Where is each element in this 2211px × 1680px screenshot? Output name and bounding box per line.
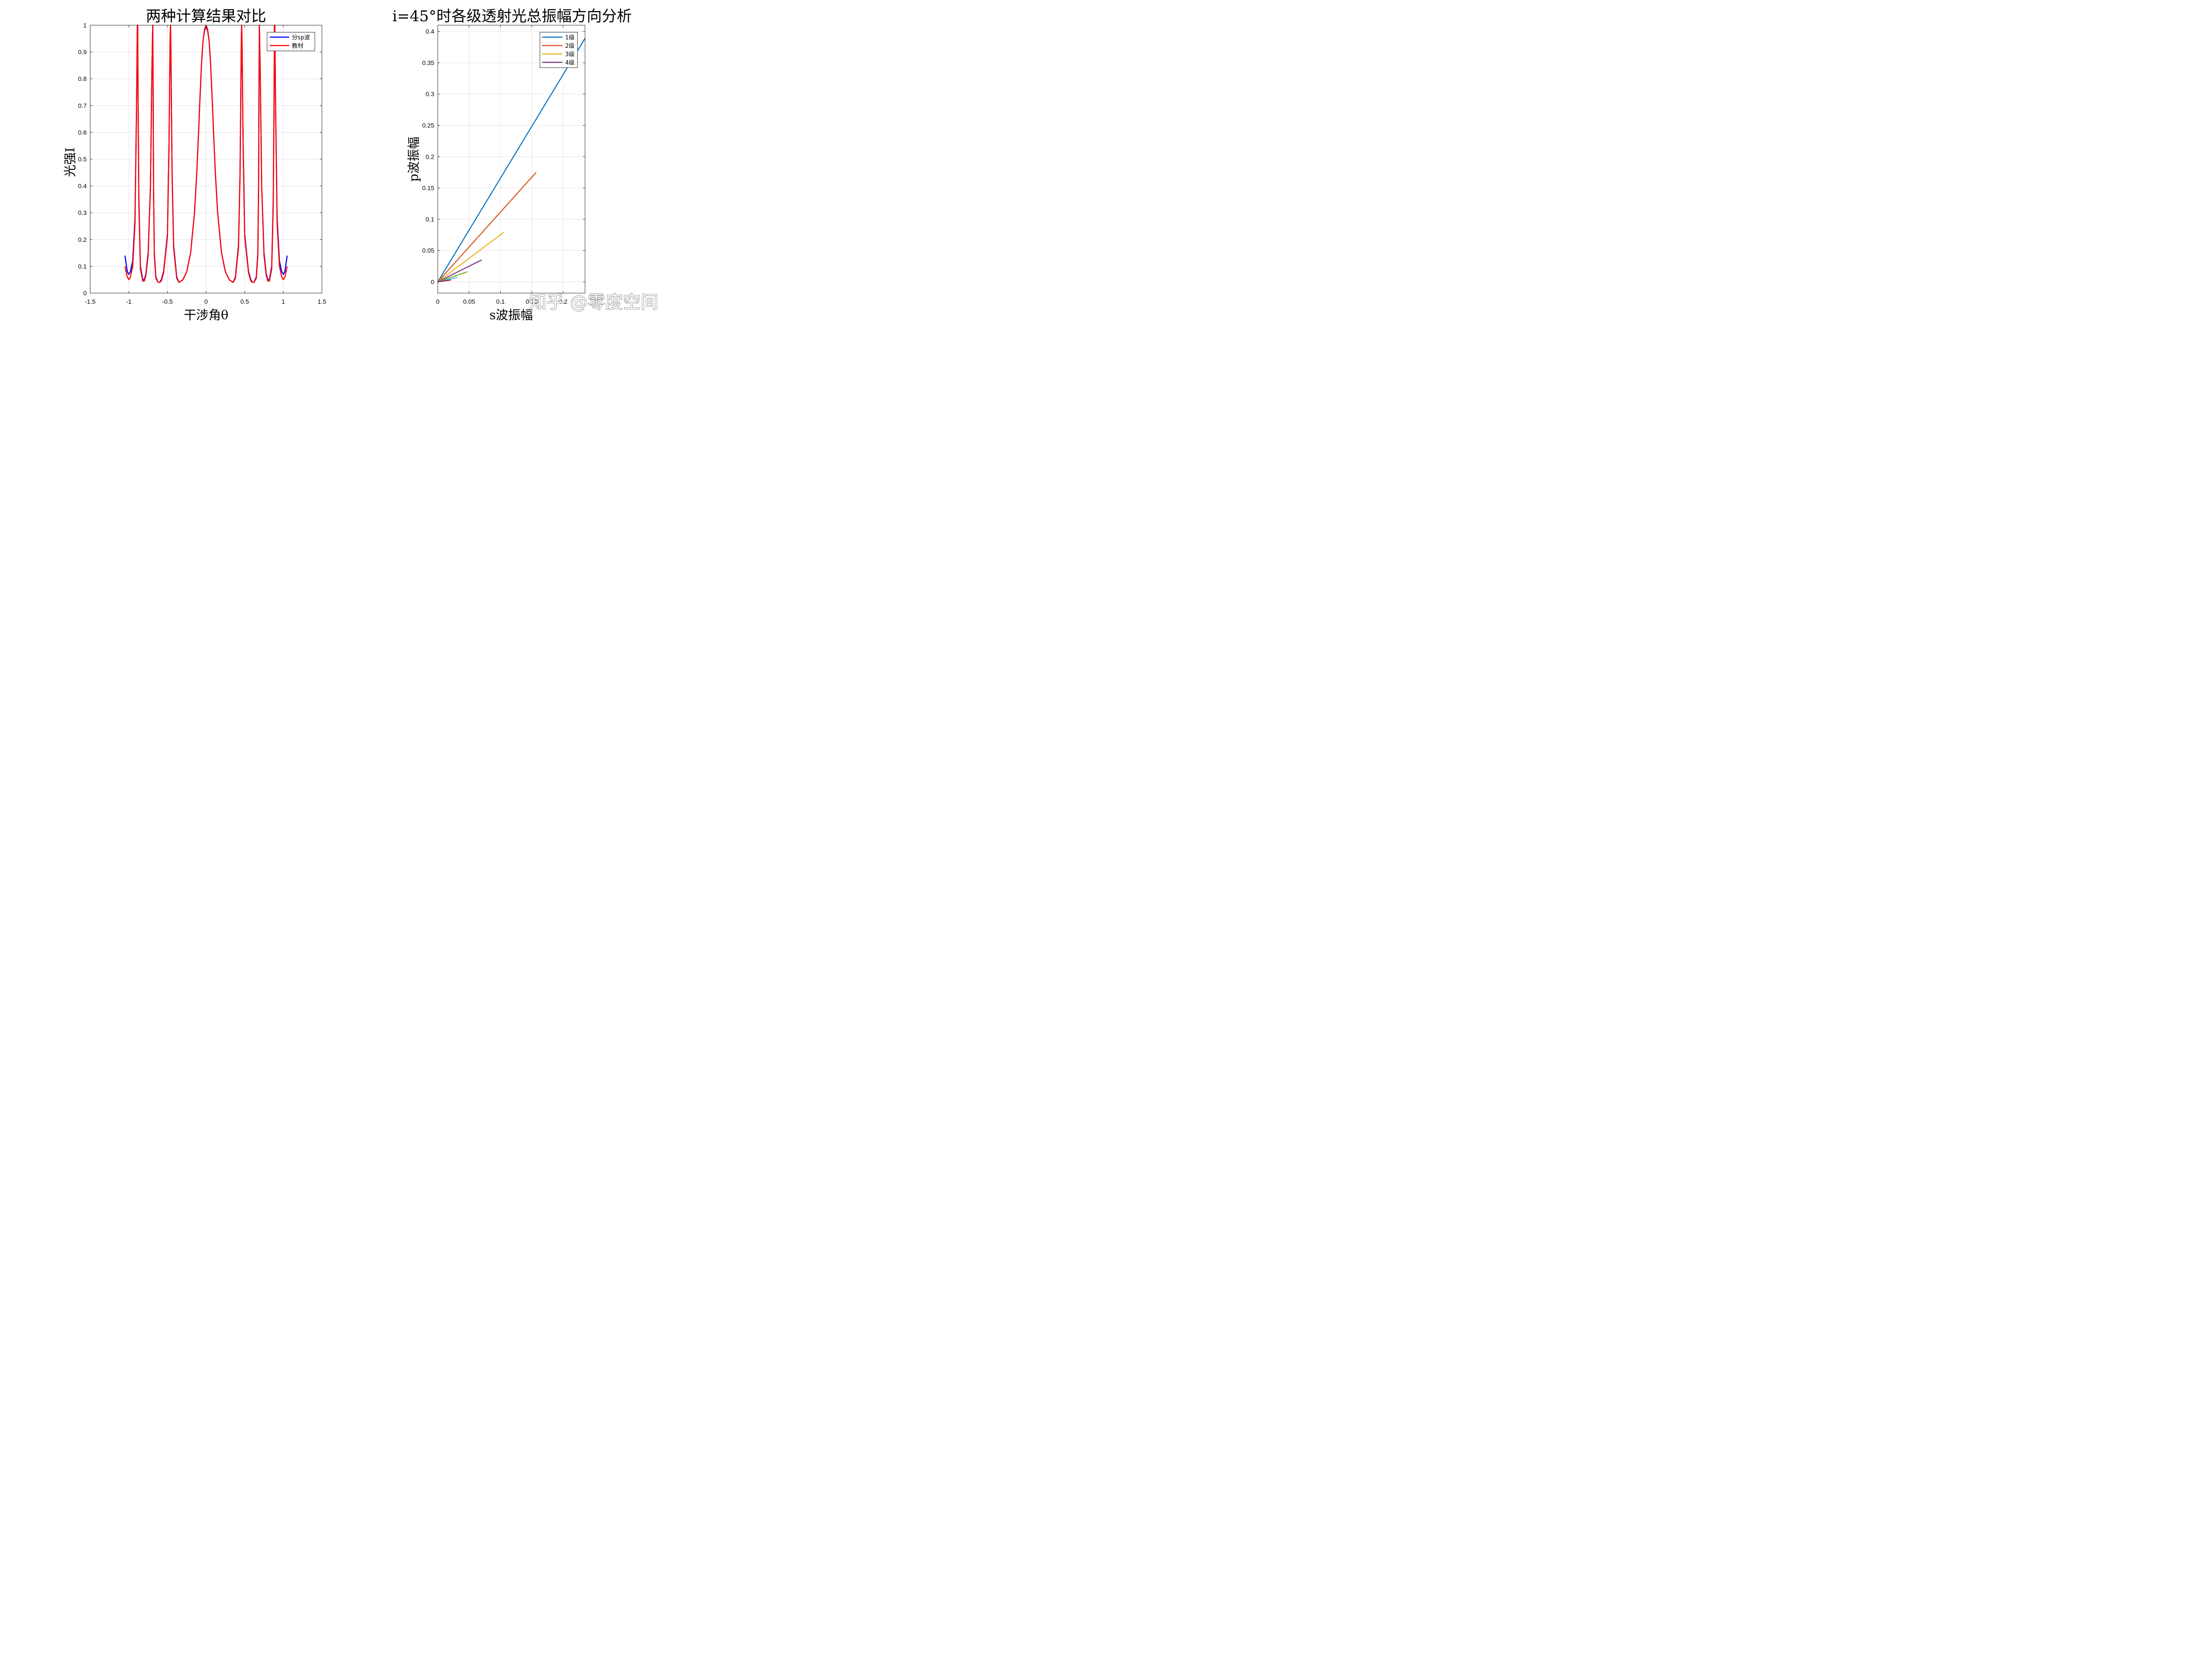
right-chart: 0 0.05 0.1 0.15 0.2 0 0.05 0.1 0.15 0.2 0.25 0.3 0.3… bbox=[392, 8, 632, 322]
right-y-tick-label-5: 0.25 bbox=[422, 122, 434, 129]
right-y-tick-label-6: 0.3 bbox=[426, 91, 435, 98]
right-chart-title: i=45°时各级透射光总振幅方向分析 bbox=[392, 8, 632, 25]
watermark-text: 知乎 @零度空间 bbox=[529, 292, 658, 313]
left-x-tick-label-6: 1.5 bbox=[317, 298, 326, 305]
right-series-line-2 bbox=[437, 232, 504, 283]
right-legend-label-3: 4级 bbox=[565, 60, 574, 66]
right-y-tick-label-0: 0 bbox=[431, 279, 434, 286]
right-y-tick-label-3: 0.15 bbox=[422, 184, 434, 191]
left-y-tick-label-0: 0 bbox=[83, 290, 87, 297]
right-series-line-4 bbox=[437, 271, 467, 283]
left-y-axis-label: 光强I bbox=[63, 147, 77, 177]
left-legend-label-1: 教材 bbox=[292, 42, 303, 50]
left-x-tick-label-5: 1 bbox=[282, 298, 285, 305]
left-y-tick-label-9: 0.9 bbox=[78, 49, 87, 56]
left-legend: 分sp波 教材 bbox=[267, 32, 315, 51]
right-y-tick-label-4: 0.2 bbox=[426, 153, 435, 160]
right-x-tick-label-3: 0.15 bbox=[526, 298, 538, 305]
left-y-tick-label-2: 0.2 bbox=[78, 236, 87, 243]
right-y-tick-label-7: 0.35 bbox=[422, 59, 434, 66]
left-x-tick-label-1: -1 bbox=[126, 298, 132, 305]
left-y-tick-label-4: 0.4 bbox=[78, 183, 87, 190]
left-y-tick-label-5: 0.5 bbox=[78, 156, 87, 163]
left-x-tick-label-3: 0 bbox=[204, 298, 208, 305]
figure: -1.5 -1 -0.5 0 0.5 1 1.5 0 0.1 0.2 0.3 0.4 0.5 0.6 0.7… bbox=[0, 0, 690, 328]
right-ticks: 0 0.05 0.1 0.15 0.2 0 0.05 0.1 0.15 0.2 0.25 0.3 0.3… bbox=[422, 25, 585, 305]
left-legend-box bbox=[267, 32, 315, 51]
right-axes-box bbox=[437, 25, 585, 294]
right-series-line-3 bbox=[437, 259, 482, 283]
left-y-tick-label-1: 0.1 bbox=[78, 263, 87, 270]
right-x-tick-label-4: 0.2 bbox=[559, 298, 568, 305]
left-chart: -1.5 -1 -0.5 0 0.5 1 1.5 0 0.1 0.2 0.3 0.4 0.5 0.6 0.7… bbox=[63, 8, 326, 322]
left-x-tick-label-2: -0.5 bbox=[162, 298, 173, 305]
right-y-axis-label: p波振幅 bbox=[406, 137, 421, 182]
left-x-tick-label-4: 0.5 bbox=[241, 298, 249, 305]
right-x-axis-label: s波振幅 bbox=[490, 308, 533, 322]
right-series-line-6 bbox=[437, 279, 451, 283]
right-legend-box bbox=[539, 32, 578, 68]
right-y-tick-label-2: 0.1 bbox=[426, 216, 435, 223]
left-y-tick-label-7: 0.7 bbox=[78, 102, 87, 109]
right-legend-label-0: 1级 bbox=[565, 34, 574, 41]
right-y-tick-label-1: 0.05 bbox=[422, 247, 434, 254]
left-x-tick-label-0: -1.5 bbox=[85, 298, 96, 305]
right-x-tick-label-0: 0 bbox=[436, 298, 440, 305]
right-x-tick-label-1: 0.05 bbox=[463, 298, 475, 305]
left-x-axis-label: 干涉角θ bbox=[184, 308, 229, 322]
left-y-tick-label-8: 0.8 bbox=[78, 75, 87, 82]
right-x-tick-label-2: 0.1 bbox=[496, 298, 505, 305]
right-series-line-0 bbox=[437, 38, 585, 283]
left-ticks: -1.5 -1 -0.5 0 0.5 1 1.5 0 0.1 0.2 0.3 0.4 0.5 0.6 0.7… bbox=[78, 22, 326, 305]
right-legend-label-2: 3级 bbox=[565, 51, 574, 58]
right-legend-label-1: 2级 bbox=[565, 43, 574, 50]
left-y-tick-label-10: 1 bbox=[83, 22, 87, 29]
right-y-tick-label-8: 0.4 bbox=[426, 28, 435, 35]
right-legend: 1级 2级 3级 4级 bbox=[539, 32, 578, 68]
left-legend-label-0: 分sp波 bbox=[292, 34, 310, 41]
left-chart-title: 两种计算结果对比 bbox=[146, 8, 266, 25]
left-y-tick-label-6: 0.6 bbox=[78, 129, 87, 136]
left-y-tick-label-3: 0.3 bbox=[78, 209, 87, 216]
right-series-group bbox=[437, 38, 585, 283]
right-series-line-1 bbox=[437, 172, 537, 283]
